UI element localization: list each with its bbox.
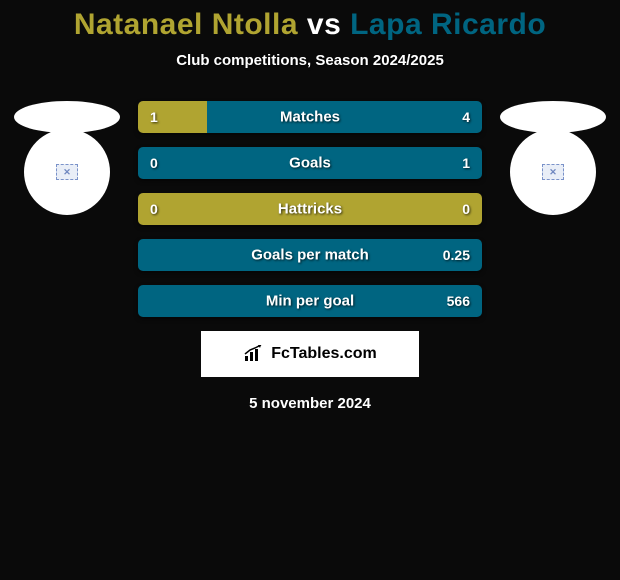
title-vs: vs	[307, 8, 341, 41]
bar-label: Matches	[280, 109, 340, 126]
stat-row: ✕ Goals 0 1 ✕	[0, 147, 620, 179]
date-text: 5 november 2024	[0, 395, 620, 412]
flag-placeholder-icon: ✕	[56, 164, 78, 180]
player-right-avatar: ✕	[510, 129, 596, 215]
page-title: Natanael Ntolla vs Lapa Ricardo	[0, 8, 620, 42]
bar-value-right: 4	[462, 109, 470, 125]
watermark-text: FcTables.com	[271, 345, 377, 363]
stat-bar: Min per goal 566	[138, 285, 482, 317]
chart-icon	[243, 345, 265, 363]
bars-section: Matches 1 4 ✕ Goals 0 1 ✕ Hattricks 0 0 Goals per m…	[0, 101, 620, 317]
bar-value-left: 1	[150, 109, 158, 125]
stat-bar: Hattricks 0 0	[138, 193, 482, 225]
stat-bar: Matches 1 4	[138, 101, 482, 133]
bar-right-fill	[207, 101, 482, 133]
bar-value-left: 0	[150, 155, 158, 171]
stat-row: Goals per match 0.25	[0, 239, 620, 271]
stat-bar: Goals 0 1	[138, 147, 482, 179]
stat-bar: Goals per match 0.25	[138, 239, 482, 271]
title-player1: Natanael Ntolla	[74, 8, 298, 41]
right-side-slot: ✕	[500, 147, 606, 179]
bar-value-right: 0	[462, 201, 470, 217]
bar-label: Goals per match	[251, 247, 369, 264]
bar-value-left: 0	[150, 201, 158, 217]
player-left-avatar: ✕	[24, 129, 110, 215]
bar-value-right: 0.25	[443, 247, 470, 263]
comparison-infographic: Natanael Ntolla vs Lapa Ricardo Club com…	[0, 0, 620, 412]
flag-placeholder-icon: ✕	[542, 164, 564, 180]
bar-label: Hattricks	[278, 201, 342, 218]
stat-row: Matches 1 4	[0, 101, 620, 133]
left-side-slot: ✕	[14, 147, 120, 179]
bar-label: Goals	[289, 155, 331, 172]
watermark-badge: FcTables.com	[201, 331, 419, 377]
bar-label: Min per goal	[266, 293, 354, 310]
bar-value-right: 566	[447, 293, 470, 309]
bar-value-right: 1	[462, 155, 470, 171]
stat-row: Min per goal 566	[0, 285, 620, 317]
bar-left-fill	[138, 101, 207, 133]
title-player2: Lapa Ricardo	[350, 8, 546, 41]
subtitle: Club competitions, Season 2024/2025	[0, 52, 620, 69]
